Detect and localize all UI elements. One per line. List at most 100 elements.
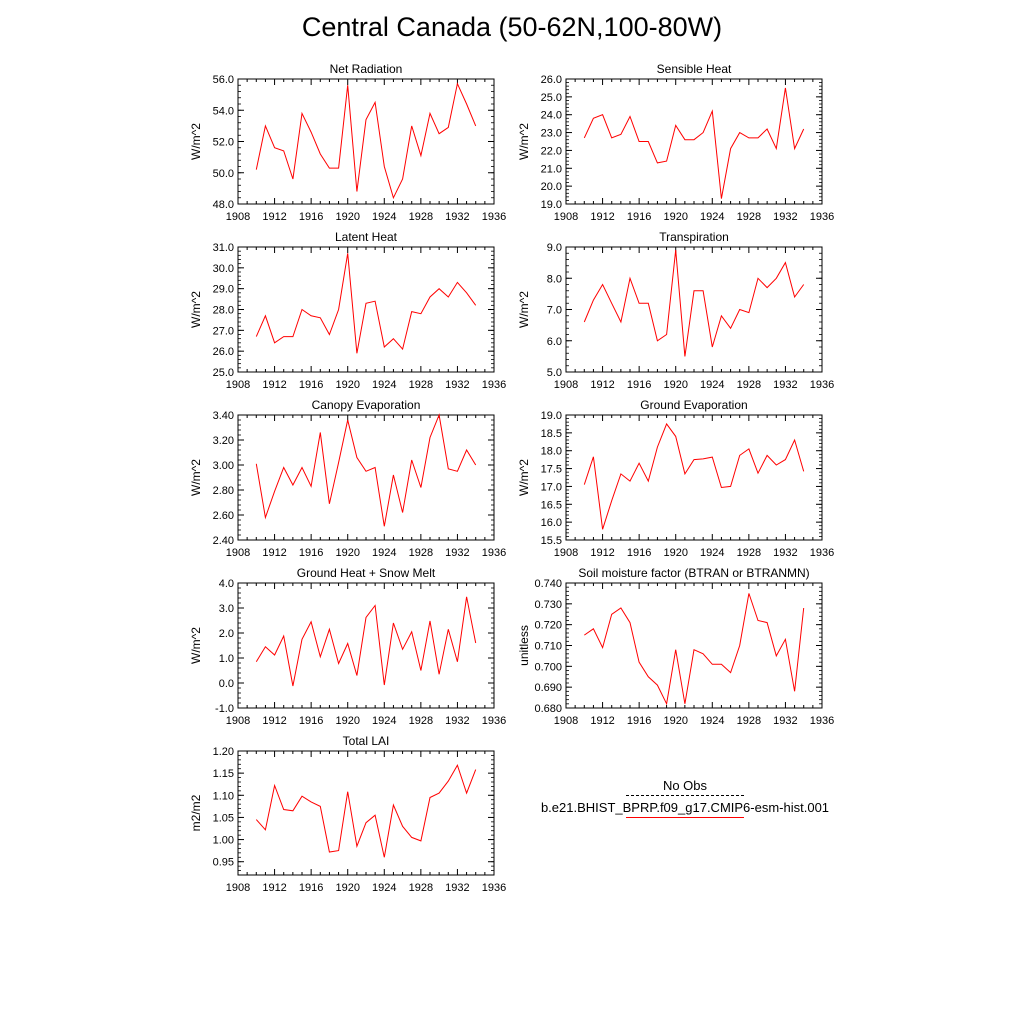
series-line xyxy=(255,596,477,687)
x-tick-label: 1936 xyxy=(810,211,834,223)
y-axis-label: W/m^2 xyxy=(189,291,203,328)
panel-title: Soil moisture factor (BTRAN or BTRANMN) xyxy=(578,566,809,580)
x-tick-label: 1912 xyxy=(262,715,286,727)
x-tick-label: 1908 xyxy=(226,882,250,894)
x-tick-label: 1920 xyxy=(335,379,359,391)
x-tick-label: 1928 xyxy=(737,379,761,391)
x-tick-label: 1924 xyxy=(372,211,396,223)
x-tick-label: 1912 xyxy=(262,882,286,894)
panel-title: Canopy Evaporation xyxy=(312,398,421,412)
series-line xyxy=(583,422,805,530)
y-tick-label: 1.05 xyxy=(213,812,234,824)
y-tick-label: 21.0 xyxy=(541,163,562,175)
y-tick-label: 25.0 xyxy=(213,367,234,379)
x-tick-label: 1928 xyxy=(737,211,761,223)
y-tick-label: 7.0 xyxy=(547,305,562,317)
plot-frame xyxy=(565,582,823,709)
y-tick-label: 3.20 xyxy=(213,435,234,447)
x-tick-label: 1924 xyxy=(372,379,396,391)
x-tick-label: 1924 xyxy=(372,715,396,727)
x-tick-label: 1936 xyxy=(810,547,834,559)
y-axis-label: W/m^2 xyxy=(189,123,203,160)
x-tick-label: 1908 xyxy=(226,715,250,727)
chart-panel-3: Latent Heat 1908 1912 1916 1920 1924 1928 1932 1… xyxy=(189,230,506,391)
x-tick-label: 1916 xyxy=(627,547,651,559)
y-tick-label: 1.00 xyxy=(213,835,234,847)
chart-panel-5: Canopy Evaporation 1908 1912 1916 1920 1924 19… xyxy=(189,398,506,559)
y-tick-label: 24.0 xyxy=(541,110,562,122)
y-tick-label: 0.690 xyxy=(534,682,562,694)
y-tick-label: 15.5 xyxy=(541,535,562,547)
y-tick-label: 26.0 xyxy=(541,74,562,86)
series-line xyxy=(255,253,477,354)
plot-frame xyxy=(237,246,495,373)
x-tick-label: 1912 xyxy=(262,211,286,223)
x-tick-label: 1932 xyxy=(445,379,469,391)
y-axis-label: unitless xyxy=(517,625,531,666)
x-tick-label: 1924 xyxy=(372,882,396,894)
plot-frame xyxy=(237,750,495,876)
x-tick-label: 1908 xyxy=(226,211,250,223)
x-tick-label: 1924 xyxy=(700,715,724,727)
x-tick-label: 1928 xyxy=(737,715,761,727)
y-tick-label: 16.5 xyxy=(541,499,562,511)
x-tick-label: 1920 xyxy=(663,715,687,727)
panel-title: Transpiration xyxy=(659,230,729,244)
y-tick-label: 1.10 xyxy=(213,790,234,802)
series-line xyxy=(584,593,805,706)
legend-model-line xyxy=(626,817,744,818)
chart-panel-7: Ground Heat + Snow Melt 1908 1912 1916 1920 1… xyxy=(189,566,506,727)
x-tick-label: 1928 xyxy=(409,715,433,727)
x-tick-label: 1932 xyxy=(773,211,797,223)
y-tick-label: 54.0 xyxy=(213,105,234,117)
y-tick-label: 18.5 xyxy=(541,428,562,440)
y-tick-label: 0.95 xyxy=(213,857,234,869)
x-tick-label: 1920 xyxy=(663,211,687,223)
x-tick-label: 1912 xyxy=(262,379,286,391)
figure-title: Central Canada (50-62N,100-80W) xyxy=(301,12,723,42)
y-tick-label: 56.0 xyxy=(213,74,234,86)
chart-panel-2: Sensible Heat 1908 1912 1916 1920 1924 1928 193… xyxy=(517,62,834,223)
x-tick-label: 1920 xyxy=(335,547,359,559)
y-tick-label: 26.0 xyxy=(213,346,234,358)
y-tick-label: 0.710 xyxy=(534,641,562,653)
y-tick-label: 25.0 xyxy=(541,92,562,104)
plot-frame xyxy=(237,582,495,709)
x-tick-label: 1936 xyxy=(482,379,506,391)
y-tick-label: 27.0 xyxy=(213,325,234,337)
chart-panel-1: Net Radiation 1908 1912 1916 1920 1924 1928 193… xyxy=(189,62,506,223)
y-tick-label: 9.0 xyxy=(547,242,562,254)
series-line xyxy=(583,87,805,199)
x-tick-label: 1908 xyxy=(226,547,250,559)
y-tick-label: 6.0 xyxy=(547,336,562,348)
y-tick-label: 20.0 xyxy=(541,181,562,193)
y-axis-label: W/m^2 xyxy=(517,459,531,496)
series-line xyxy=(255,413,477,527)
x-tick-label: 1928 xyxy=(737,547,761,559)
x-tick-label: 1932 xyxy=(445,211,469,223)
x-tick-label: 1932 xyxy=(773,715,797,727)
x-tick-label: 1912 xyxy=(590,715,614,727)
y-tick-label: 3.40 xyxy=(213,410,234,422)
y-axis-label: W/m^2 xyxy=(189,459,203,496)
y-tick-label: 19.0 xyxy=(541,199,562,211)
y-tick-label: 2.40 xyxy=(213,535,234,547)
x-tick-label: 1936 xyxy=(810,379,834,391)
y-tick-label: 19.0 xyxy=(541,410,562,422)
y-tick-label: 4.0 xyxy=(219,578,234,590)
x-tick-label: 1920 xyxy=(663,379,687,391)
x-tick-label: 1936 xyxy=(482,715,506,727)
y-tick-label: 2.80 xyxy=(213,485,234,497)
y-tick-label: 16.0 xyxy=(541,517,562,529)
x-tick-label: 1932 xyxy=(445,882,469,894)
panel-title: Net Radiation xyxy=(330,62,403,76)
legend: No Obs b.e21.BHIST_BPRP.f09_g17.CMIP6-es… xyxy=(520,778,850,822)
x-tick-label: 1932 xyxy=(773,379,797,391)
legend-model-label: b.e21.BHIST_BPRP.f09_g17.CMIP6-esm-hist.… xyxy=(540,800,830,815)
panel-title: Total LAI xyxy=(343,734,390,748)
y-tick-label: 28.0 xyxy=(213,305,234,317)
x-tick-label: 1932 xyxy=(445,715,469,727)
x-tick-label: 1924 xyxy=(700,547,724,559)
plot-frame xyxy=(237,78,495,205)
chart-panel-8: Soil moisture factor (BTRAN or BTRANMN) 1… xyxy=(517,566,834,727)
